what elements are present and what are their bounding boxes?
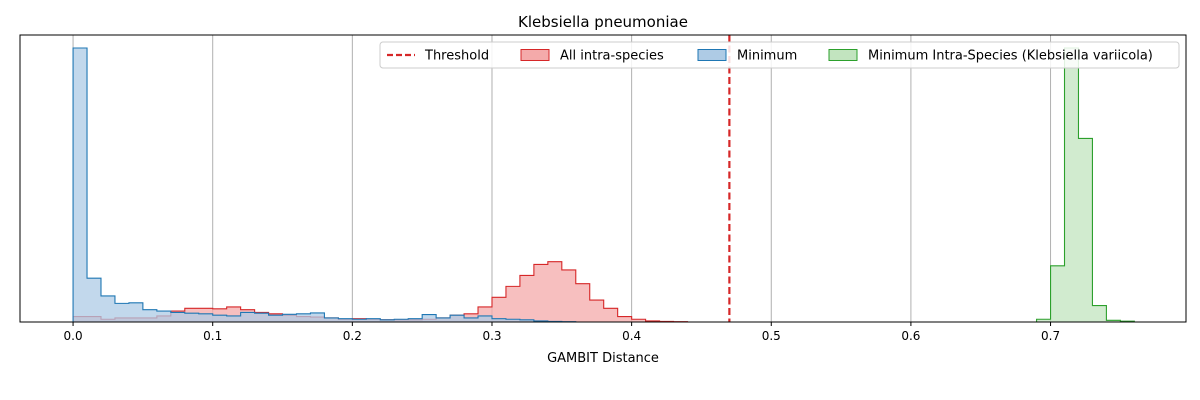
legend: Threshold All intra-species Minimum Minimum… (379, 41, 1180, 69)
series-2 (1036, 47, 1135, 322)
x-tick-label-5: 0.5 (762, 329, 781, 343)
x-axis-label: GAMBIT Distance (547, 351, 659, 366)
legend-label-1: All intra-species (560, 49, 664, 64)
series-fill-2 (1036, 48, 1135, 322)
chart-title: Klebsiella pneumoniae (518, 13, 688, 31)
x-tick-label-2: 0.2 (343, 329, 362, 343)
legend-label-threshold: Threshold (424, 49, 489, 64)
series-fill-1 (73, 48, 576, 322)
x-tick-label-4: 0.4 (622, 329, 641, 343)
series-outline-2 (1036, 47, 1135, 322)
series-1 (72, 47, 577, 323)
series-fill-0 (73, 261, 688, 322)
plot-area-frame (19, 34, 1187, 323)
x-tick-label-7: 0.7 (1041, 329, 1060, 343)
x-tick-label-0: 0.0 (64, 329, 83, 343)
x-axis-ticks: 0.0 0.1 0.2 0.3 0.4 0.5 0.6 0.7 (64, 322, 1060, 343)
histogram-series (72, 47, 1135, 323)
series-outline-1 (72, 47, 577, 323)
legend-label-3: Minimum Intra-Species (Klebsiella variic… (868, 49, 1153, 64)
legend-label-2: Minimum (737, 49, 797, 64)
legend-swatch-1 (520, 49, 550, 61)
x-tick-label-3: 0.3 (482, 329, 501, 343)
grid-lines (72, 35, 1052, 322)
x-tick-label-6: 0.6 (901, 329, 920, 343)
legend-swatch-2 (697, 49, 727, 61)
legend-swatch-3 (828, 49, 858, 61)
x-tick-label-1: 0.1 (203, 329, 222, 343)
legend-box (379, 41, 1180, 69)
